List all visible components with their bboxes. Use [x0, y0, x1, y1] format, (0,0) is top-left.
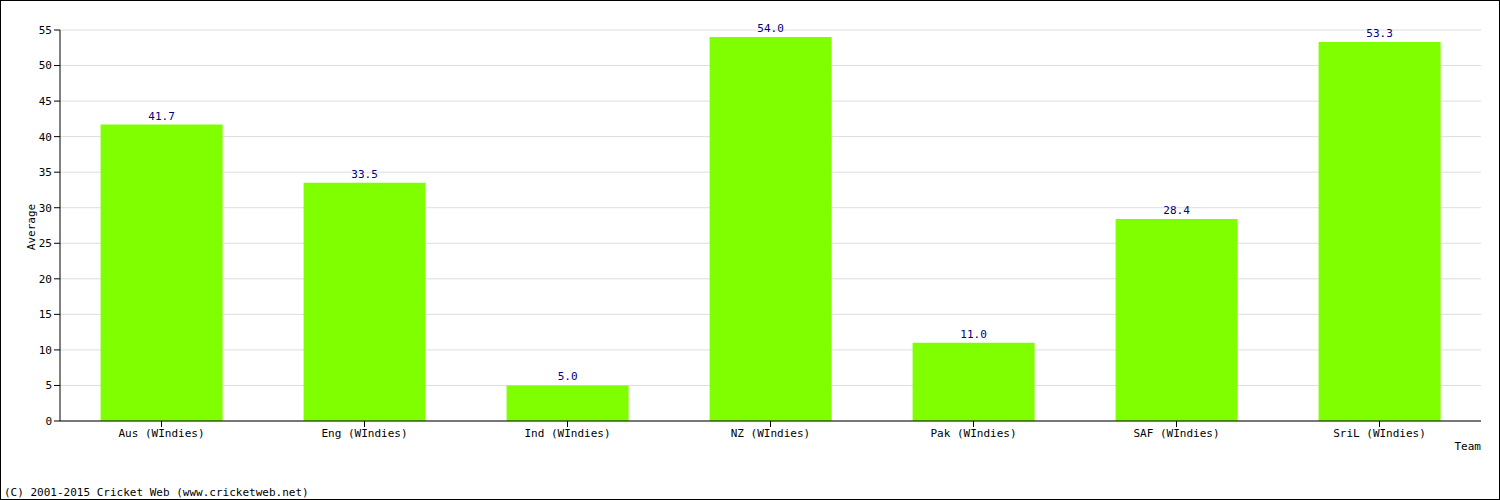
svg-text:45: 45	[39, 95, 52, 108]
svg-text:Aus (WIndies): Aus (WIndies)	[118, 427, 204, 440]
svg-text:SriL (WIndies): SriL (WIndies)	[1333, 427, 1426, 440]
svg-text:35: 35	[39, 166, 52, 179]
svg-text:Pak (WIndies): Pak (WIndies)	[930, 427, 1016, 440]
svg-text:53.3: 53.3	[1366, 27, 1393, 40]
svg-text:54.0: 54.0	[757, 22, 784, 35]
svg-text:40: 40	[39, 131, 52, 144]
svg-text:33.5: 33.5	[351, 168, 378, 181]
html-text:Team: Team	[1454, 440, 1481, 453]
svg-text:NZ (WIndies): NZ (WIndies)	[731, 427, 810, 440]
svg-text:Ind (WIndies): Ind (WIndies)	[524, 427, 610, 440]
svg-text:0: 0	[45, 415, 52, 428]
svg-text:5: 5	[45, 379, 52, 392]
svg-text:SAF (WIndies): SAF (WIndies)	[1133, 427, 1219, 440]
html-text:(C) 2001-2015 Cricket Web (www: (C) 2001-2015 Cricket Web (www.cricketwe…	[4, 486, 309, 499]
svg-text:55: 55	[39, 24, 52, 37]
svg-text:41.7: 41.7	[148, 110, 175, 123]
svg-text:25: 25	[39, 237, 52, 250]
html-text:Average: Average	[24, 203, 38, 251]
svg-text:50: 50	[39, 59, 52, 72]
svg-text:10: 10	[39, 344, 52, 357]
svg-text:28.4: 28.4	[1163, 204, 1190, 217]
svg-text:15: 15	[39, 308, 52, 321]
svg-text:30: 30	[39, 202, 52, 215]
svg-text:5.0: 5.0	[558, 370, 578, 383]
svg-text:20: 20	[39, 273, 52, 286]
svg-text:11.0: 11.0	[960, 328, 987, 341]
svg-text:Eng (WIndies): Eng (WIndies)	[321, 427, 407, 440]
